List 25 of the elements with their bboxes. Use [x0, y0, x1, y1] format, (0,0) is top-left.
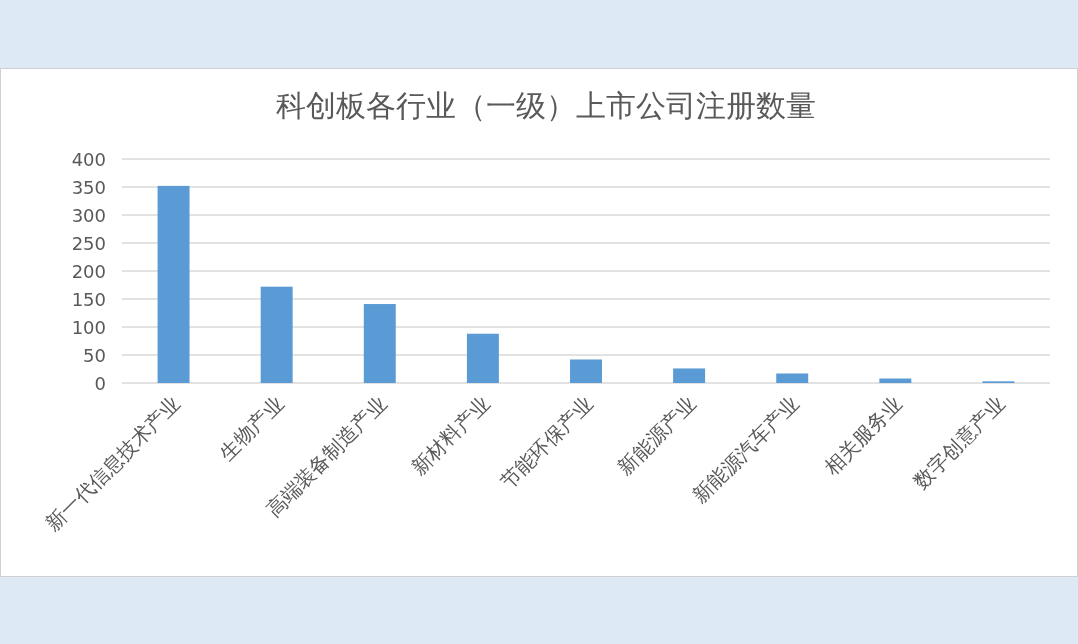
y-tick-label: 350 — [71, 177, 106, 198]
bar — [260, 286, 293, 383]
y-tick-label: 250 — [71, 233, 106, 254]
bar — [466, 333, 499, 383]
bar — [776, 373, 809, 383]
x-tick-label: 生物产业 — [214, 391, 289, 466]
y-tick-label: 0 — [94, 373, 106, 394]
x-tick-label: 新能源产业 — [612, 391, 701, 480]
y-tick-label: 300 — [71, 205, 106, 226]
bar — [363, 304, 396, 383]
bar — [157, 185, 190, 383]
y-tick-label: 200 — [71, 261, 106, 282]
bar — [673, 368, 706, 383]
x-tick-label: 节能环保产业 — [495, 391, 598, 494]
x-tick-label: 相关服务业 — [819, 391, 907, 480]
y-tick-label: 100 — [71, 317, 106, 338]
y-tick-label: 400 — [71, 149, 106, 170]
y-tick-label: 50 — [83, 345, 106, 366]
bar — [570, 359, 602, 383]
x-tick-label: 新一代信息技术产业 — [40, 391, 186, 536]
x-tick-label: 新材料产业 — [406, 391, 495, 480]
y-tick-label: 150 — [71, 289, 106, 310]
x-tick-label: 数字创意产业 — [908, 391, 1010, 494]
bar — [879, 378, 912, 383]
chart-title: 科创板各行业（一级）上市公司注册数量 — [276, 88, 816, 123]
